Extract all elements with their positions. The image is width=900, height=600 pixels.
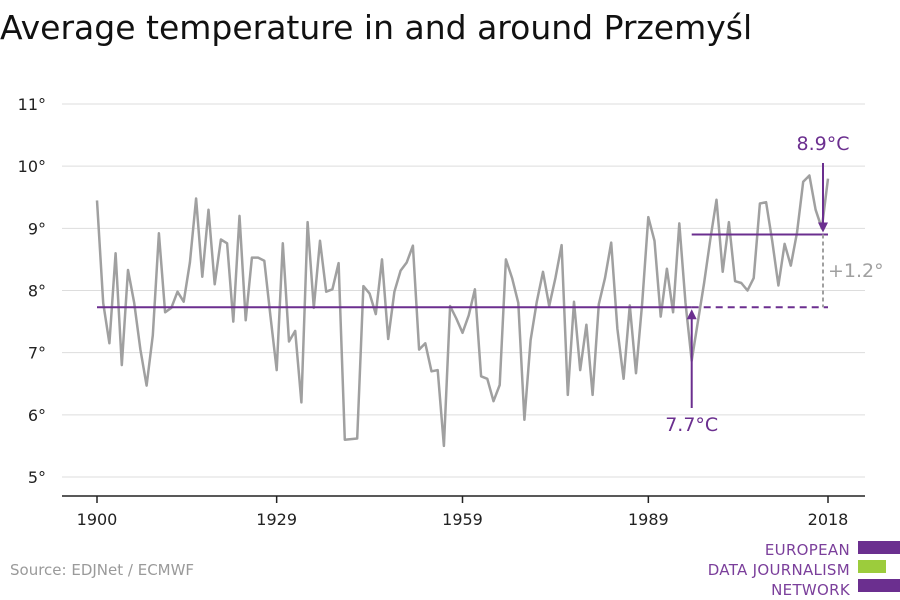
logo-bar-purple-bottom (858, 579, 900, 592)
y-tick-label: 10° (18, 157, 46, 176)
y-tick-label: 7° (28, 344, 46, 363)
y-tick-label: 8° (28, 282, 46, 301)
y-tick-label: 9° (28, 219, 46, 238)
logo-bar-purple-top (858, 541, 900, 554)
logo-line-2: DATA JOURNALISM (707, 561, 850, 579)
baseline-label: 7.7°C (665, 414, 718, 436)
x-axis: 1900 1929 1959 1989 2018 (62, 495, 865, 529)
temperature-line (95, 174, 830, 448)
y-tick-label: 5° (28, 468, 46, 487)
y-axis: 5° 6° 7° 8° 9° 10° 11° (18, 95, 46, 487)
grid-lines (62, 103, 865, 478)
x-tick-label: 2018 (808, 510, 849, 529)
x-tick-label: 1989 (628, 510, 669, 529)
x-tick-label: 1959 (442, 510, 483, 529)
logo-line-1: EUROPEAN (764, 541, 850, 559)
series-area (95, 174, 830, 448)
recent-label: 8.9°C (797, 133, 850, 155)
source-credit: Source: EDJNet / ECMWF (10, 561, 195, 579)
logo-line-3: NETWORK (771, 581, 850, 599)
x-tick-label: 1900 (77, 510, 118, 529)
recent-arrow-head (818, 222, 828, 233)
edjnet-logo: EUROPEAN DATA JOURNALISM NETWORK (708, 540, 850, 600)
annotations: +1.2° 7.7°C 8.9°C (97, 133, 884, 436)
chart-title: Average temperature in and around Przemy… (0, 8, 753, 47)
difference-label: +1.2° (828, 260, 884, 282)
x-tick-label: 1929 (256, 510, 297, 529)
logo-bar-green (858, 560, 886, 573)
baseline-arrow-head (686, 309, 697, 320)
y-tick-label: 11° (18, 95, 46, 114)
y-tick-label: 6° (28, 406, 46, 425)
